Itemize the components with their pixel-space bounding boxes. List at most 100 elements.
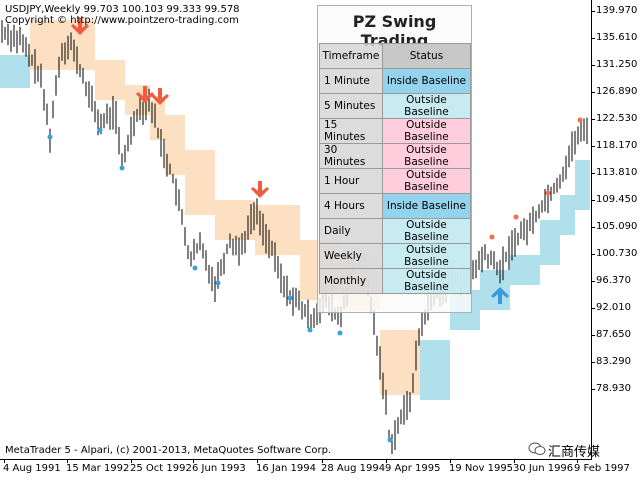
bullish-band (560, 195, 575, 235)
bullish-band (540, 220, 560, 265)
time-tick (193, 460, 194, 463)
price-tick (592, 308, 595, 309)
price-tick (592, 92, 595, 93)
bearish-band (255, 205, 300, 255)
platform-footer: MetaTrader 5 - Alpari, (c) 2001-2013, Me… (5, 445, 332, 456)
price-tick (592, 173, 595, 174)
swing-high-dot (513, 214, 519, 220)
price-label: 109.450 (596, 194, 638, 205)
status-row: Monthly Outside Baseline (319, 268, 472, 294)
timeframe-header: Timeframe (319, 43, 383, 69)
price-tick (592, 38, 595, 39)
status-row: Weekly Outside Baseline (319, 243, 472, 269)
time-axis: 4 Aug 1991 15 Mar 1992 25 Oct 1992 6 Jun 19… (0, 460, 630, 480)
time-label: 9 Apr 1995 (385, 463, 441, 474)
swing-low-dot (47, 134, 53, 140)
price-tick (592, 254, 595, 255)
swing-low-dot (215, 280, 221, 286)
time-tick (257, 460, 258, 463)
time-label: 30 Jun 1996 (513, 463, 574, 474)
status-row: Daily Outside Baseline (319, 218, 472, 244)
bullish-band (575, 160, 590, 210)
price-tick (592, 227, 595, 228)
bullish-band (480, 270, 510, 310)
timeframe-cell: 5 Minutes (319, 93, 383, 119)
swing-markers (47, 18, 583, 443)
sell-arrow-icon (251, 181, 269, 198)
status-cell: Outside Baseline (381, 118, 472, 144)
status-row: 1 Minute Inside Baseline (319, 68, 472, 94)
price-tick (592, 119, 595, 120)
time-tick (577, 460, 578, 463)
watermark: 汇商传媒 (528, 441, 600, 460)
swing-low-dot (97, 127, 103, 133)
sell-arrow-icon (71, 18, 89, 35)
status-cell: Outside Baseline (381, 168, 472, 194)
status-row: 1 Hour Outside Baseline (319, 168, 472, 194)
swing-high-dot (545, 190, 551, 196)
time-label: 19 Nov 1995 (449, 463, 514, 474)
price-label: 100.730 (596, 248, 638, 259)
timeframe-cell: Weekly (319, 243, 383, 269)
chart-area[interactable]: USDJPY,Weekly 99.703 100.103 99.333 99.5… (0, 0, 592, 460)
price-tick (592, 146, 595, 147)
time-tick (514, 460, 515, 463)
status-cell: Outside Baseline (381, 143, 472, 169)
timeframe-cell: Daily (319, 218, 383, 244)
swing-trading-panel: PZ Swing Trading Timeframe Status 1 Minu… (317, 5, 472, 313)
price-label: 92.010 (596, 302, 631, 313)
bearish-band (380, 330, 420, 395)
price-tick (592, 65, 595, 66)
price-label: 105.090 (596, 221, 638, 232)
sell-arrow-icon (136, 86, 154, 103)
buy-arrow-icon (491, 287, 509, 304)
time-tick (67, 460, 68, 463)
price-tick (592, 11, 595, 12)
swing-high-dot (489, 234, 495, 240)
time-tick (322, 460, 323, 463)
timeframe-cell: 1 Hour (319, 168, 383, 194)
status-cell: Inside Baseline (381, 68, 472, 94)
status-row: 30 Minutes Outside Baseline (319, 143, 472, 169)
timeframe-cell: 1 Minute (319, 68, 383, 94)
price-chart[interactable] (0, 0, 592, 460)
time-label: 16 Jan 1994 (256, 463, 316, 474)
sell-arrow-icon (151, 88, 169, 105)
time-label: 4 Aug 1991 (3, 463, 61, 474)
watermark-text: 汇商传媒 (548, 445, 601, 460)
time-tick (131, 460, 132, 463)
price-label: 113.810 (596, 167, 638, 178)
bullish-band (510, 255, 540, 285)
bearish-band (215, 200, 255, 240)
price-label: 87.650 (596, 329, 631, 340)
price-label: 83.290 (596, 356, 631, 367)
timeframe-cell: 30 Minutes (319, 143, 383, 169)
status-cell: Outside Baseline (381, 218, 472, 244)
status-table: Timeframe Status 1 Minute Inside Baseline… (319, 43, 472, 294)
timeframe-cell: 4 Hours (319, 193, 383, 219)
bearish-band (165, 115, 185, 175)
price-tick (592, 335, 595, 336)
wechat-icon (528, 442, 546, 460)
status-row: 15 Minutes Outside Baseline (319, 118, 472, 144)
price-label: 118.170 (596, 140, 638, 151)
status-cell: Outside Baseline (381, 93, 472, 119)
price-label: 126.890 (596, 86, 638, 97)
price-tick (592, 389, 595, 390)
time-label: 6 Jun 1993 (192, 463, 246, 474)
price-label: 96.370 (596, 275, 631, 286)
time-label: 25 Oct 1992 (130, 463, 192, 474)
price-label: 78.930 (596, 383, 631, 394)
symbol-info: USDJPY,Weekly 99.703 100.103 99.333 99.5… (5, 4, 240, 15)
bullish-band (420, 340, 450, 400)
time-tick (450, 460, 451, 463)
swing-low-dot (119, 165, 125, 171)
price-label: 131.250 (596, 59, 638, 70)
swing-low-dot (387, 437, 393, 443)
status-header: Status (381, 43, 472, 69)
time-label: 15 Mar 1992 (66, 463, 130, 474)
price-tick (592, 200, 595, 201)
price-label: 139.970 (596, 5, 638, 16)
time-label: 9 Feb 1997 (574, 463, 630, 474)
copyright-text: Copyright © http://www.pointzero-trading… (5, 15, 239, 26)
